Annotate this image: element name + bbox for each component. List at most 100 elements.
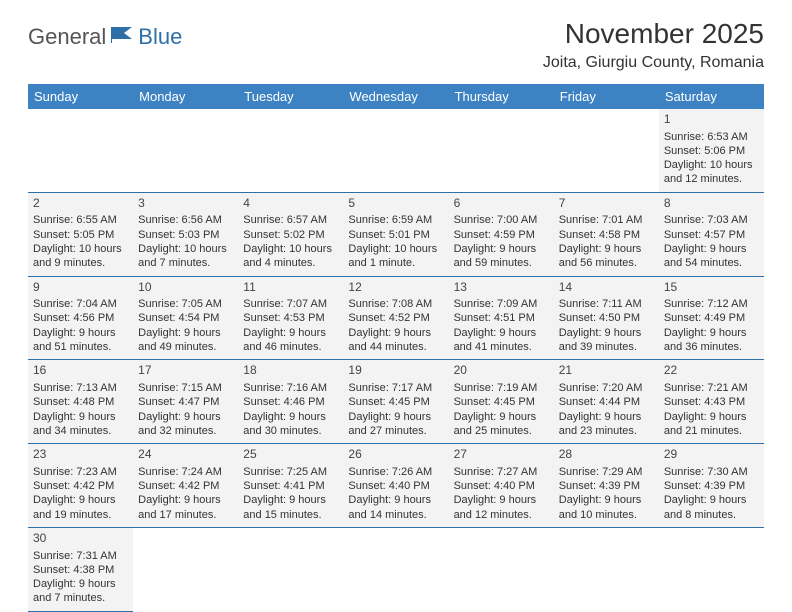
day-number: 9 bbox=[33, 280, 128, 296]
daylight-text: Daylight: 9 hours and 56 minutes. bbox=[559, 242, 654, 271]
sunrise-text: Sunrise: 7:17 AM bbox=[348, 381, 443, 395]
daylight-text: Daylight: 9 hours and 51 minutes. bbox=[33, 326, 128, 355]
sunrise-text: Sunrise: 7:24 AM bbox=[138, 465, 233, 479]
calendar-cell bbox=[554, 527, 659, 611]
day-number: 27 bbox=[454, 447, 549, 463]
day-number: 18 bbox=[243, 363, 338, 379]
calendar-cell: 25Sunrise: 7:25 AMSunset: 4:41 PMDayligh… bbox=[238, 444, 343, 528]
calendar-cell: 23Sunrise: 7:23 AMSunset: 4:42 PMDayligh… bbox=[28, 444, 133, 528]
sunset-text: Sunset: 4:40 PM bbox=[454, 479, 549, 493]
daylight-text: Daylight: 9 hours and 8 minutes. bbox=[664, 493, 759, 522]
daylight-text: Daylight: 9 hours and 30 minutes. bbox=[243, 410, 338, 439]
calendar-cell: 14Sunrise: 7:11 AMSunset: 4:50 PMDayligh… bbox=[554, 276, 659, 360]
sunrise-text: Sunrise: 7:29 AM bbox=[559, 465, 654, 479]
day-number: 19 bbox=[348, 363, 443, 379]
sunrise-text: Sunrise: 7:25 AM bbox=[243, 465, 338, 479]
calendar-cell bbox=[133, 109, 238, 192]
dayhead-row: SundayMondayTuesdayWednesdayThursdayFrid… bbox=[28, 84, 764, 109]
sunrise-text: Sunrise: 7:07 AM bbox=[243, 297, 338, 311]
calendar-cell: 2Sunrise: 6:55 AMSunset: 5:05 PMDaylight… bbox=[28, 192, 133, 276]
sunset-text: Sunset: 4:42 PM bbox=[33, 479, 128, 493]
calendar-cell: 19Sunrise: 7:17 AMSunset: 4:45 PMDayligh… bbox=[343, 360, 448, 444]
day-number: 12 bbox=[348, 280, 443, 296]
dayhead-cell: Tuesday bbox=[238, 84, 343, 109]
calendar-cell: 26Sunrise: 7:26 AMSunset: 4:40 PMDayligh… bbox=[343, 444, 448, 528]
sunset-text: Sunset: 4:42 PM bbox=[138, 479, 233, 493]
day-number: 29 bbox=[664, 447, 759, 463]
daylight-text: Daylight: 9 hours and 19 minutes. bbox=[33, 493, 128, 522]
sunrise-text: Sunrise: 7:12 AM bbox=[664, 297, 759, 311]
sunset-text: Sunset: 4:56 PM bbox=[33, 311, 128, 325]
calendar-cell bbox=[449, 527, 554, 611]
sunset-text: Sunset: 4:45 PM bbox=[454, 395, 549, 409]
sunset-text: Sunset: 4:40 PM bbox=[348, 479, 443, 493]
day-number: 17 bbox=[138, 363, 233, 379]
sunset-text: Sunset: 4:59 PM bbox=[454, 228, 549, 242]
daylight-text: Daylight: 9 hours and 21 minutes. bbox=[664, 410, 759, 439]
daylight-text: Daylight: 10 hours and 7 minutes. bbox=[138, 242, 233, 271]
sunset-text: Sunset: 4:43 PM bbox=[664, 395, 759, 409]
sunrise-text: Sunrise: 7:20 AM bbox=[559, 381, 654, 395]
daylight-text: Daylight: 9 hours and 25 minutes. bbox=[454, 410, 549, 439]
day-number: 21 bbox=[559, 363, 654, 379]
sunset-text: Sunset: 4:58 PM bbox=[559, 228, 654, 242]
sunset-text: Sunset: 5:06 PM bbox=[664, 144, 759, 158]
logo: General Blue bbox=[28, 24, 182, 50]
sunrise-text: Sunrise: 7:08 AM bbox=[348, 297, 443, 311]
calendar-cell: 6Sunrise: 7:00 AMSunset: 4:59 PMDaylight… bbox=[449, 192, 554, 276]
calendar-cell: 18Sunrise: 7:16 AMSunset: 4:46 PMDayligh… bbox=[238, 360, 343, 444]
sunrise-text: Sunrise: 7:01 AM bbox=[559, 213, 654, 227]
day-number: 16 bbox=[33, 363, 128, 379]
sunrise-text: Sunrise: 6:56 AM bbox=[138, 213, 233, 227]
calendar-cell bbox=[28, 109, 133, 192]
calendar-row: 30Sunrise: 7:31 AMSunset: 4:38 PMDayligh… bbox=[28, 527, 764, 611]
sunrise-text: Sunrise: 7:04 AM bbox=[33, 297, 128, 311]
daylight-text: Daylight: 9 hours and 17 minutes. bbox=[138, 493, 233, 522]
calendar-cell: 15Sunrise: 7:12 AMSunset: 4:49 PMDayligh… bbox=[659, 276, 764, 360]
header-right: November 2025 Joita, Giurgiu County, Rom… bbox=[543, 18, 764, 72]
calendar-cell: 8Sunrise: 7:03 AMSunset: 4:57 PMDaylight… bbox=[659, 192, 764, 276]
calendar-body: 1Sunrise: 6:53 AMSunset: 5:06 PMDaylight… bbox=[28, 109, 764, 611]
calendar-row: 1 Sunrise: 6:53 AMSunset: 5:06 PMDaylight… bbox=[28, 109, 764, 192]
logo-text-general: General bbox=[28, 24, 106, 50]
daylight-text: Daylight: 9 hours and 41 minutes. bbox=[454, 326, 549, 355]
daylight-text: Daylight: 9 hours and 44 minutes. bbox=[348, 326, 443, 355]
calendar-cell: 10Sunrise: 7:05 AMSunset: 4:54 PMDayligh… bbox=[133, 276, 238, 360]
daylight-text: Daylight: 10 hours and 12 minutes. bbox=[664, 158, 759, 187]
sunset-text: Sunset: 5:05 PM bbox=[33, 228, 128, 242]
daylight-text: Daylight: 9 hours and 7 minutes. bbox=[33, 577, 128, 606]
daylight-text: Daylight: 9 hours and 39 minutes. bbox=[559, 326, 654, 355]
calendar-cell: 24Sunrise: 7:24 AMSunset: 4:42 PMDayligh… bbox=[133, 444, 238, 528]
header: General Blue November 2025 Joita, Giurgi… bbox=[28, 18, 764, 72]
sunset-text: Sunset: 4:38 PM bbox=[33, 563, 128, 577]
day-number: 25 bbox=[243, 447, 338, 463]
calendar-cell bbox=[659, 527, 764, 611]
daylight-text: Daylight: 9 hours and 23 minutes. bbox=[559, 410, 654, 439]
day-number: 26 bbox=[348, 447, 443, 463]
sunset-text: Sunset: 4:46 PM bbox=[243, 395, 338, 409]
location-text: Joita, Giurgiu County, Romania bbox=[543, 54, 764, 72]
sunset-text: Sunset: 4:47 PM bbox=[138, 395, 233, 409]
calendar-cell: 7Sunrise: 7:01 AMSunset: 4:58 PMDaylight… bbox=[554, 192, 659, 276]
sunrise-text: Sunrise: 6:57 AM bbox=[243, 213, 338, 227]
daylight-text: Daylight: 9 hours and 10 minutes. bbox=[559, 493, 654, 522]
dayhead-cell: Saturday bbox=[659, 84, 764, 109]
sunrise-text: Sunrise: 7:21 AM bbox=[664, 381, 759, 395]
day-number: 8 bbox=[664, 196, 759, 212]
calendar-cell: 4Sunrise: 6:57 AMSunset: 5:02 PMDaylight… bbox=[238, 192, 343, 276]
sunset-text: Sunset: 5:02 PM bbox=[243, 228, 338, 242]
day-number: 1 bbox=[664, 112, 759, 128]
calendar-cell: 1 Sunrise: 6:53 AMSunset: 5:06 PMDaylight… bbox=[659, 109, 764, 192]
day-number: 30 bbox=[33, 531, 128, 547]
day-number: 10 bbox=[138, 280, 233, 296]
daylight-text: Daylight: 9 hours and 32 minutes. bbox=[138, 410, 233, 439]
dayhead-cell: Monday bbox=[133, 84, 238, 109]
sunset-text: Sunset: 4:41 PM bbox=[243, 479, 338, 493]
sunrise-text: Sunrise: 7:19 AM bbox=[454, 381, 549, 395]
day-number: 2 bbox=[33, 196, 128, 212]
calendar-row: 2Sunrise: 6:55 AMSunset: 5:05 PMDaylight… bbox=[28, 192, 764, 276]
daylight-text: Daylight: 9 hours and 14 minutes. bbox=[348, 493, 443, 522]
sunrise-text: Sunrise: 6:53 AM bbox=[664, 130, 759, 144]
calendar-cell bbox=[133, 527, 238, 611]
dayhead-cell: Thursday bbox=[449, 84, 554, 109]
